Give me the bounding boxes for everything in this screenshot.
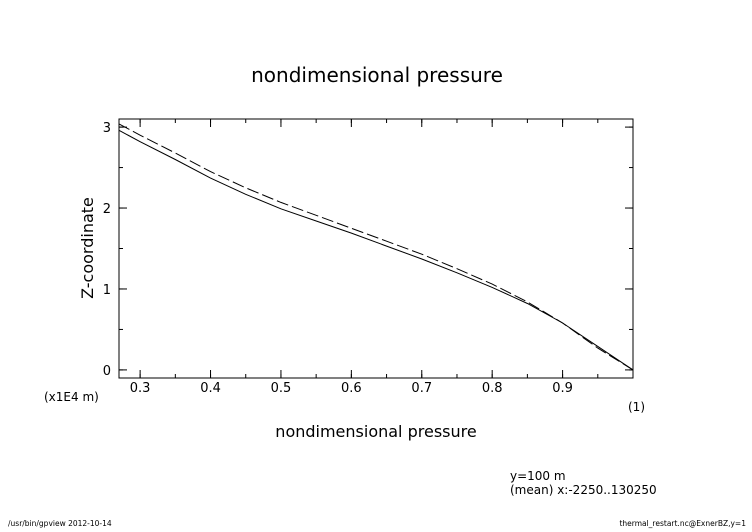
y-tick-label: 1 [103, 283, 111, 298]
footer-left: /usr/bin/gpview 2012-10-14 [8, 519, 112, 528]
y-axis-unit: (x1E4 m) [44, 390, 99, 404]
x-tick-label: 0.4 [200, 381, 221, 396]
series-line-1-solid [118, 129, 634, 371]
plot-frame [118, 118, 634, 379]
x-tick-label: 0.5 [271, 381, 292, 396]
info-box: y=100 m (mean) x:-2250..130250 [510, 469, 657, 497]
x-tick-label: 0.6 [341, 381, 362, 396]
y-tick-label: 0 [103, 364, 111, 379]
series-lines [118, 123, 634, 371]
axis-ticks [119, 119, 633, 378]
y-tick-label: 3 [103, 121, 111, 136]
info-line-1: y=100 m [510, 469, 566, 483]
chart-title: nondimensional pressure [251, 63, 503, 87]
y-tick-label: 2 [103, 202, 111, 217]
info-line-2: (mean) x:-2250..130250 [510, 483, 657, 497]
x-axis-label: nondimensional pressure [275, 422, 476, 441]
x-tick-label: 0.8 [482, 381, 503, 396]
footer-right: thermal_restart.nc@ExnerBZ,y=1 [619, 519, 746, 528]
x-tick-label: 0.7 [411, 381, 432, 396]
x-axis-unit: (1) [628, 400, 645, 414]
axis-tick-labels: 0.3 0.4 0.5 0.6 0.7 0.8 0.9 0 1 2 3 [103, 121, 573, 396]
x-tick-label: 0.3 [130, 381, 151, 396]
series-line-2-dashed [118, 123, 634, 371]
y-axis-label: Z-coordinate [78, 197, 97, 299]
x-tick-label: 0.9 [552, 381, 573, 396]
